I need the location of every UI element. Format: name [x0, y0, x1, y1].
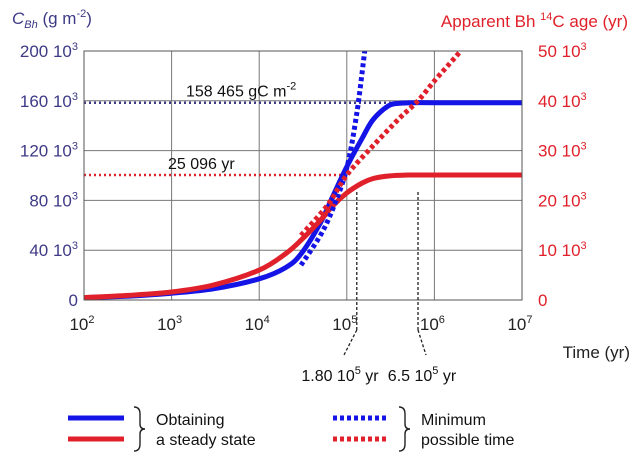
- legend-text: possible time: [421, 432, 514, 449]
- axis-titles: CBh (g m-2) Apparent Bh 14C age (yr)Time …: [12, 8, 630, 362]
- legend-text-part: Minimum: [421, 412, 486, 429]
- plot-frame: [83, 50, 523, 301]
- x-tick-label-part: 2: [88, 314, 94, 326]
- time-marker-label-part: 5: [432, 365, 438, 377]
- y-left-axis-title-part: -2: [76, 8, 86, 20]
- series-line-solid-right: [84, 172, 522, 300]
- y-right-tick-label: 40 103: [538, 91, 587, 111]
- y-right-tick-label-part: 3: [581, 41, 587, 53]
- y-right-tick-label: 30 103: [538, 141, 587, 161]
- y-right-axis-title: Apparent Bh 14C age (yr): [441, 11, 628, 31]
- legend-brace: [133, 406, 146, 452]
- x-tick-label-part: 10: [420, 315, 439, 334]
- reference-line-label-part: 25 096 yr: [168, 156, 235, 173]
- x-tick-label-part: 7: [526, 314, 532, 326]
- y-right-tick-label-part: 3: [581, 190, 587, 202]
- x-tick-label-part: 10: [245, 315, 264, 334]
- time-marker-connector: [417, 329, 427, 356]
- time-marker-label-part: 6.5 10: [388, 368, 433, 385]
- x-tick-label-part: 10: [157, 315, 176, 334]
- y-left-tick-label-part: 3: [72, 41, 78, 53]
- legend-text-part: Obtaining: [156, 412, 225, 429]
- legend-text: Obtaining: [156, 412, 225, 429]
- time-marker-label-part: yr: [438, 368, 456, 385]
- y-left-tick-label-part: 3: [72, 190, 78, 202]
- y-right-axis-title-part: C age (yr): [552, 12, 628, 31]
- x-tick-label-part: 4: [264, 314, 270, 326]
- time-marker-label-part: 1.80 10: [301, 368, 354, 385]
- y-right-tick-label-part: 20 10: [538, 191, 581, 210]
- reference-line-label-part: 158 465 gC m: [186, 84, 287, 101]
- x-tick-label: 102: [69, 314, 94, 334]
- y-left-axis-title-part: C: [12, 9, 25, 28]
- x-tick-label: 105: [332, 314, 357, 334]
- y-right-tick-label: 20 103: [538, 190, 587, 210]
- time-marker-label-part: yr: [361, 368, 379, 385]
- y-right-tick-label: 50 103: [538, 41, 587, 61]
- x-tick-label-part: 5: [351, 314, 357, 326]
- y-left-tick-label-part: 40 10: [29, 241, 72, 260]
- y-right-tick-label: 10 103: [538, 240, 587, 260]
- y-left-tick-label-part: 0: [69, 291, 78, 310]
- time-marker-label: 6.5 105 yr: [388, 365, 457, 385]
- y-right-tick-label-part: 3: [581, 240, 587, 252]
- y-left-tick-label-part: 200 10: [20, 42, 72, 61]
- legend: Obtaining a steady state Minimum possible t…: [68, 406, 514, 452]
- reference-line-label-part: -2: [287, 81, 297, 93]
- x-axis-title-part: Time (yr): [563, 343, 630, 362]
- y-right-tick-label-part: 0: [538, 291, 547, 310]
- y-right-tick-label-part: 10 10: [538, 241, 581, 260]
- x-tick-label: 103: [157, 314, 182, 334]
- y-left-tick-label: 80 103: [29, 190, 78, 210]
- y-left-axis-title: CBh (g m-2): [12, 8, 92, 31]
- y-right-axis-title-part: 14: [540, 11, 552, 23]
- legend-text-part: possible time: [421, 432, 514, 449]
- y-left-tick-label-part: 3: [72, 91, 78, 103]
- y-right-tick-label-part: 3: [581, 91, 587, 103]
- y-left-axis-title-part: (g m: [38, 9, 77, 28]
- time-marker-label: 1.80 105 yr: [301, 365, 379, 385]
- y-left-tick-label-part: 3: [72, 240, 78, 252]
- y-right-tick-label-part: 40 10: [538, 92, 581, 111]
- y-left-tick-label-part: 3: [72, 141, 78, 153]
- y-right-tick-label: 0: [538, 291, 547, 310]
- y-right-tick-label-part: 30 10: [538, 142, 581, 161]
- y-left-tick-label: 200 103: [20, 41, 78, 61]
- y-left-axis-title-part: ): [86, 9, 92, 28]
- reference-line-label: 158 465 gC m-2: [186, 81, 296, 101]
- y-right-axis-title-part: Apparent Bh: [441, 12, 540, 31]
- time-marker-label-part: 5: [355, 365, 361, 377]
- y-left-tick-label-part: 160 10: [20, 92, 72, 111]
- y-left-tick-label: 120 103: [20, 141, 78, 161]
- y-left-tick-label: 160 103: [20, 91, 78, 111]
- x-tick-label: 106: [420, 314, 445, 334]
- legend-text-part: a steady state: [156, 432, 256, 449]
- y-left-axis-title-part: Bh: [24, 19, 37, 31]
- x-axis-title: Time (yr): [563, 343, 630, 362]
- x-tick-label-part: 10: [69, 315, 88, 334]
- y-left-tick-label: 0: [69, 291, 78, 310]
- legend-brace: [398, 406, 411, 452]
- legend-text: a steady state: [156, 432, 256, 449]
- y-left-tick-label: 40 103: [29, 240, 78, 260]
- y-right-tick-label-part: 3: [581, 141, 587, 153]
- x-tick-label: 104: [245, 314, 270, 334]
- legend-text: Minimum: [421, 412, 486, 429]
- x-tick-label-part: 10: [332, 315, 351, 334]
- y-left-tick-label-part: 120 10: [20, 142, 72, 161]
- x-tick-label-part: 10: [507, 315, 526, 334]
- time-markers: 1.80 105 yr 6.5 105 yr: [301, 192, 457, 385]
- series-line-dotted-right: [299, 49, 463, 237]
- x-tick-label: 107: [507, 314, 532, 334]
- reference-line-label: 25 096 yr: [168, 156, 235, 173]
- y-left-tick-label-part: 80 10: [29, 191, 72, 210]
- x-tick-label-part: 6: [439, 314, 445, 326]
- reference-lines: 158 465 gC m-2 25 096 yr: [84, 81, 435, 177]
- x-tick-label-part: 3: [176, 314, 182, 326]
- series-group: [84, 49, 522, 300]
- y-right-tick-label-part: 50 10: [538, 42, 581, 61]
